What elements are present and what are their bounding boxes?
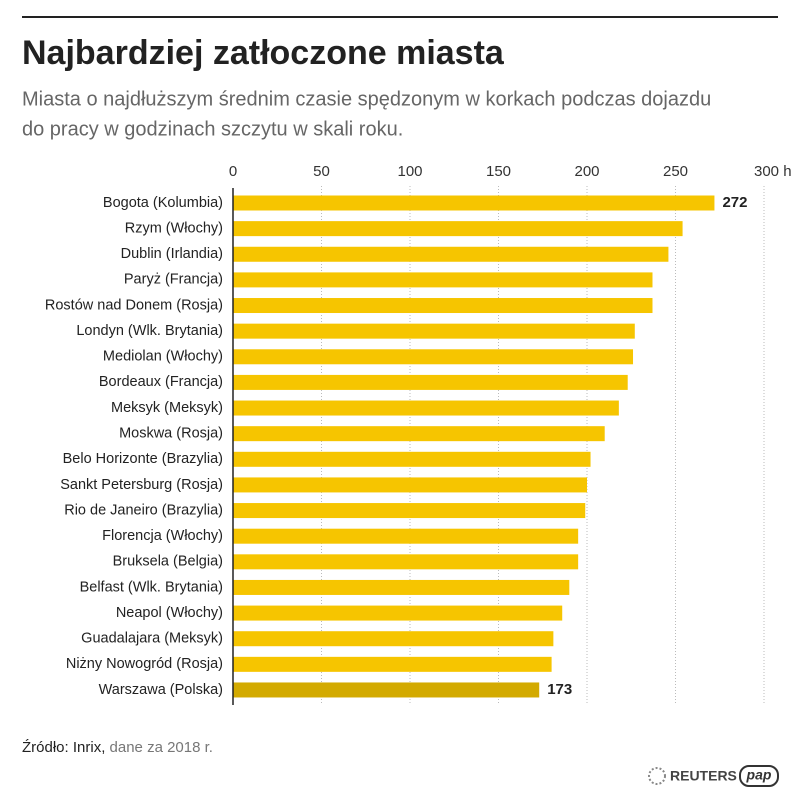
category-label: Moskwa (Rosja) — [119, 425, 223, 441]
category-label: Bruksela (Belgia) — [113, 554, 223, 570]
bar — [233, 298, 653, 314]
category-label: Guadalajara (Meksyk) — [81, 631, 223, 647]
bar — [233, 682, 540, 698]
x-tick-label: 0 — [229, 163, 237, 180]
reuters-logo: REUTERS — [670, 768, 737, 784]
category-label: Rio de Janeiro (Brazylia) — [64, 502, 223, 518]
bar — [233, 195, 715, 211]
bar — [233, 323, 635, 339]
x-tick-label: 100 — [397, 163, 422, 180]
category-label: Neapol (Włochy) — [116, 605, 223, 621]
bar — [233, 477, 587, 493]
category-label: Belfast (Wlk. Brytania) — [80, 579, 223, 595]
category-label: Belo Horizonte (Brazylia) — [63, 451, 223, 467]
bar — [233, 503, 586, 519]
bar — [233, 400, 619, 416]
category-label: Florencja (Włochy) — [102, 528, 223, 544]
category-label: Bogota (Kolumbia) — [103, 195, 223, 211]
category-label: Bordeaux (Francja) — [99, 374, 223, 390]
category-label: Paryż (Francja) — [124, 272, 223, 288]
category-label: Londyn (Wlk. Brytania) — [76, 323, 223, 339]
bar — [233, 554, 579, 570]
category-label: Rostów nad Donem (Rosja) — [45, 297, 223, 313]
bar — [233, 579, 570, 595]
x-tick-label: 50 — [313, 163, 330, 180]
bar — [233, 246, 669, 262]
chart-title: Najbardziej zatłoczone miasta — [22, 34, 505, 72]
source-note: dane za 2018 r. — [110, 739, 213, 756]
value-label: 272 — [722, 194, 747, 211]
bar — [233, 272, 653, 288]
category-label: Warszawa (Polska) — [99, 682, 223, 698]
subtitle: Miasta o najdłuższym średnim czasie spęd… — [22, 88, 711, 110]
x-tick-label: 300 h — [754, 163, 792, 180]
category-label: Meksyk (Meksyk) — [111, 400, 223, 416]
bar — [233, 631, 554, 647]
category-label: Niżny Nowogród (Rosja) — [66, 656, 223, 672]
bar — [233, 451, 591, 467]
category-label: Rzym (Włochy) — [125, 220, 223, 236]
category-label: Mediolan (Włochy) — [103, 349, 223, 365]
reuters-icon — [648, 767, 666, 785]
x-tick-label: 200 — [574, 163, 599, 180]
pap-logo: pap — [746, 767, 772, 783]
category-label: Dublin (Irlandia) — [121, 246, 223, 262]
bar — [233, 426, 605, 442]
category-label: Sankt Petersburg (Rosja) — [60, 477, 223, 493]
bar — [233, 221, 683, 237]
x-tick-label: 250 — [663, 163, 688, 180]
x-tick-label: 150 — [486, 163, 511, 180]
subtitle: do pracy w godzinach szczytu w skali rok… — [22, 118, 403, 140]
bar — [233, 349, 634, 365]
bar — [233, 656, 552, 672]
pap-frame — [739, 765, 779, 787]
bar — [233, 528, 579, 544]
source-name: Źródło: Inrix, — [22, 739, 105, 756]
bar — [233, 374, 628, 390]
bar — [233, 605, 563, 621]
source: Źródło: Inrix, dane za 2018 r. — [22, 739, 213, 756]
value-label: 173 — [547, 681, 572, 698]
